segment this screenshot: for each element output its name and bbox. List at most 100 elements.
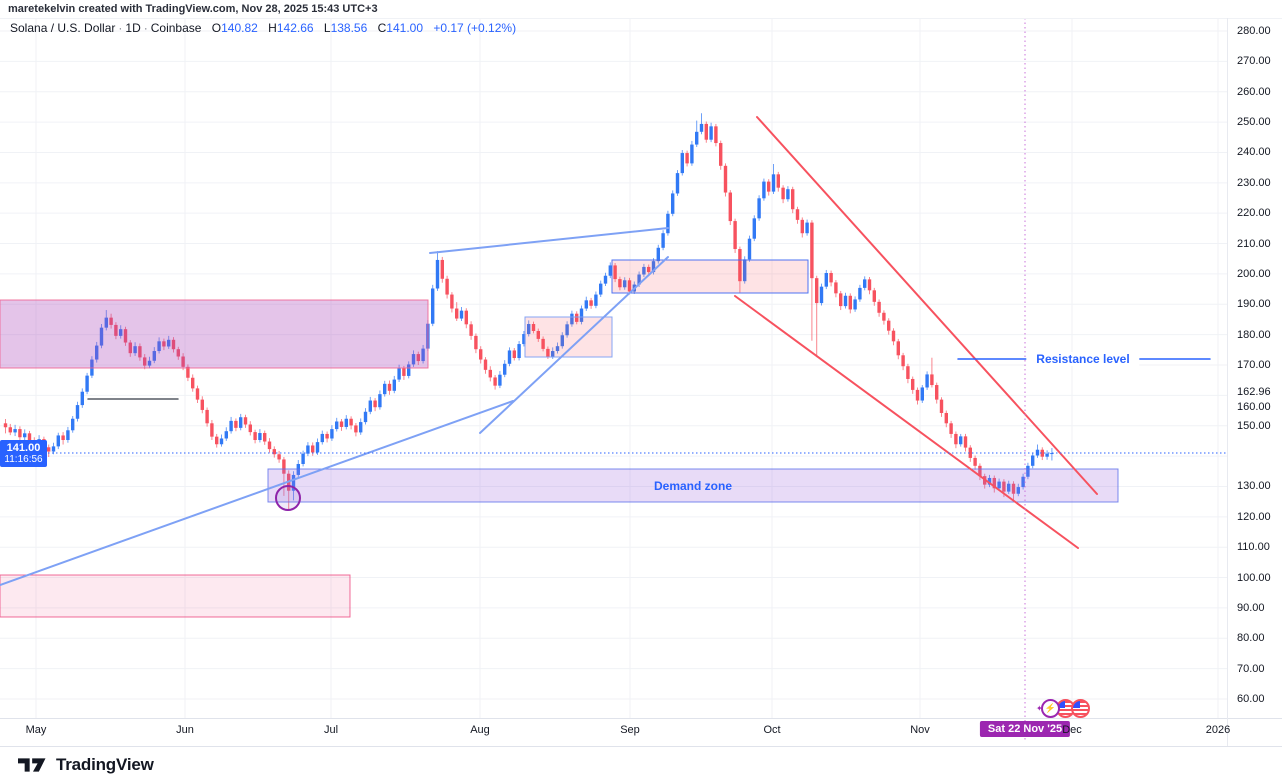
candle-body	[690, 144, 694, 164]
candle-body	[570, 313, 574, 325]
candle-body	[411, 354, 416, 365]
demand-zone-label[interactable]: Demand zone	[653, 479, 733, 493]
resistance-label[interactable]: Resistance level	[1026, 352, 1140, 366]
candle-body	[71, 418, 75, 431]
candle-body	[162, 341, 166, 347]
candle-body	[647, 266, 651, 273]
footer-bar: TradingView	[0, 747, 1282, 782]
candle-body	[939, 399, 944, 413]
candle-body	[896, 341, 900, 356]
candle-body	[368, 400, 372, 412]
candle-body	[210, 423, 214, 437]
candle-body	[651, 261, 656, 273]
price-axis[interactable]: 280.00 270.00 260.00 250.00 240.00 230.00 220.…	[1228, 18, 1282, 718]
exchange-label: Coinbase	[150, 21, 202, 35]
candle-body	[589, 300, 593, 306]
price-tick-label: 80.00	[1237, 632, 1265, 644]
candle-body	[1021, 476, 1025, 488]
candle-body	[579, 308, 584, 322]
candle-body	[253, 432, 257, 441]
candle-body	[752, 218, 756, 239]
price-tick-label: 200.00	[1237, 268, 1271, 280]
candle-body	[56, 435, 60, 447]
candle-body	[315, 442, 320, 453]
symbol-legend[interactable]: Solana / U.S. Dollar · 1D · Coinbase O140.82…	[10, 21, 516, 35]
candle-body	[479, 349, 483, 360]
candle-body	[215, 436, 219, 445]
symbol-title: Solana / U.S. Dollar	[10, 21, 116, 35]
candle-body	[723, 165, 728, 193]
price-tick-label: 110.00	[1237, 541, 1270, 553]
candle-body	[445, 278, 449, 295]
candle-body	[911, 378, 915, 390]
candle-body	[200, 399, 204, 410]
price-tick-label: 150.00	[1237, 420, 1271, 432]
lightning-event-icon[interactable]: ⚡	[1040, 699, 1060, 718]
candle-body	[8, 427, 12, 433]
price-tick-label: 190.00	[1237, 298, 1271, 310]
price-tick-label: 60.00	[1237, 693, 1265, 705]
event-markers[interactable]: ✦ ⚡	[1036, 699, 1090, 718]
candle-body	[464, 310, 468, 325]
candle-body	[507, 350, 512, 364]
candle-body	[747, 238, 752, 260]
candle-body	[339, 421, 344, 427]
candle-body	[99, 327, 104, 346]
ascending-support-steep	[479, 256, 669, 434]
candle-body	[963, 436, 968, 448]
candle-body	[474, 335, 478, 350]
candle-body	[306, 445, 310, 454]
candle-body	[133, 346, 137, 354]
candle-body	[488, 369, 492, 378]
candle-body	[891, 330, 896, 342]
candle-body	[675, 173, 680, 194]
price-tick-label: 162.96	[1237, 386, 1271, 398]
candle-body	[925, 374, 929, 388]
time-axis[interactable]: Sat 22 Nov '25 May Jun Jul Aug Sep Oct Nov Dec 2…	[0, 718, 1282, 746]
current-price-badge: 141.00 11:16:56	[0, 440, 47, 467]
candle-body	[359, 422, 363, 433]
candle-body	[685, 153, 689, 164]
candle-body	[618, 279, 622, 288]
candle-body	[987, 477, 992, 485]
candle-body	[795, 209, 800, 220]
candle-body	[1031, 455, 1035, 466]
candle-body	[627, 280, 632, 292]
candle-body	[152, 351, 156, 361]
candle-body	[709, 126, 713, 140]
candle-body	[378, 394, 382, 408]
tradingview-logo[interactable]: TradingView	[18, 753, 154, 777]
candle-body	[920, 387, 924, 401]
candle-body	[786, 189, 790, 200]
candle-body	[344, 418, 348, 427]
candle-body	[565, 324, 569, 336]
candle-body	[1007, 483, 1011, 492]
candle-body	[181, 356, 185, 367]
candle-body	[311, 445, 315, 453]
candle-body	[555, 346, 560, 352]
open-label: O	[211, 21, 222, 35]
candle-body	[1016, 487, 1020, 494]
candle-body	[623, 280, 627, 288]
supply-zone-left	[0, 299, 429, 369]
candle-body	[123, 329, 128, 343]
candle-body	[767, 181, 771, 192]
candle-body	[373, 400, 377, 408]
candle-body	[901, 355, 905, 367]
candle-body	[27, 433, 32, 441]
low-value: 138.56	[330, 21, 368, 35]
candle-body	[762, 181, 766, 199]
time-tick-label: Nov	[910, 724, 930, 736]
candle-body	[954, 433, 958, 445]
candle-body	[714, 126, 718, 144]
candle-body	[267, 441, 272, 450]
candle-body	[1002, 481, 1006, 492]
candle-body	[699, 123, 704, 132]
candle-body	[642, 266, 646, 275]
us-flag-event-icon[interactable]	[1070, 699, 1090, 718]
candle-body	[109, 317, 113, 325]
candle-body	[541, 338, 545, 349]
candle-body	[114, 324, 118, 336]
